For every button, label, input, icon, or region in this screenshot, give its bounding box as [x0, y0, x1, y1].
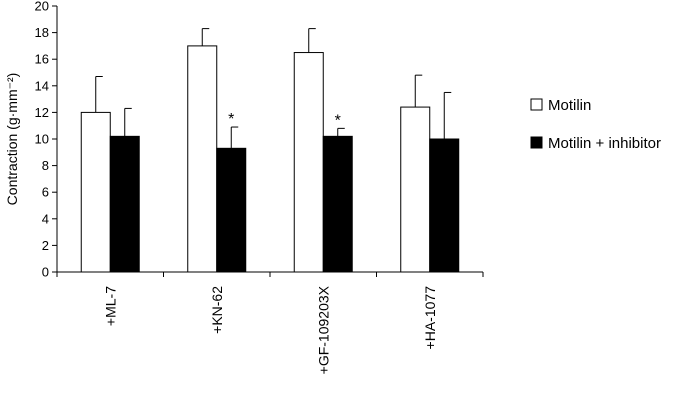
category-label: +HA-1077 — [422, 286, 438, 350]
category-label: +KN-62 — [209, 286, 225, 334]
legend-swatch-motilin — [530, 98, 543, 111]
y-tick-label: 8 — [42, 158, 49, 173]
bars: * * — [80, 28, 460, 273]
category-labels: +ML-7 +KN-62 +GF-109203X +HA-1077 — [102, 285, 438, 374]
y-tick-label: 10 — [35, 132, 49, 147]
bar-motilin-inhibitor — [429, 138, 460, 273]
legend-label-motilin-inhibitor: Motilin + inhibitor — [548, 135, 661, 152]
bar-motilin-inhibitor — [216, 147, 247, 273]
category-label: +ML-7 — [102, 286, 118, 326]
y-tick-label: 18 — [35, 25, 49, 40]
legend-label-motilin: Motilin — [548, 97, 591, 114]
bar-motilin — [400, 106, 431, 273]
bar-motilin-inhibitor — [322, 135, 353, 273]
y-tick-label: 0 — [42, 265, 49, 280]
significance-marker: * — [228, 111, 234, 128]
y-tick-label: 20 — [35, 0, 49, 14]
y-tick-label: 6 — [42, 185, 49, 200]
category-label: +GF-109203X — [315, 285, 331, 374]
y-tick-label: 16 — [35, 52, 49, 67]
legend-swatch-motilin-inhibitor — [530, 136, 543, 149]
bar-motilin-inhibitor — [109, 135, 140, 273]
bar-motilin — [80, 111, 111, 273]
significance-marker: * — [335, 112, 341, 129]
bar-motilin — [293, 52, 324, 273]
legend: Motilin Motilin + inhibitor — [530, 97, 661, 152]
bar-motilin — [187, 45, 218, 273]
y-tick-label: 4 — [42, 211, 49, 226]
y-axis-title: Contraction (g·mm⁻²) — [4, 73, 20, 206]
y-tick-label: 12 — [35, 105, 49, 120]
y-tick-label: 14 — [35, 78, 49, 93]
y-tick-label: 2 — [42, 238, 49, 253]
